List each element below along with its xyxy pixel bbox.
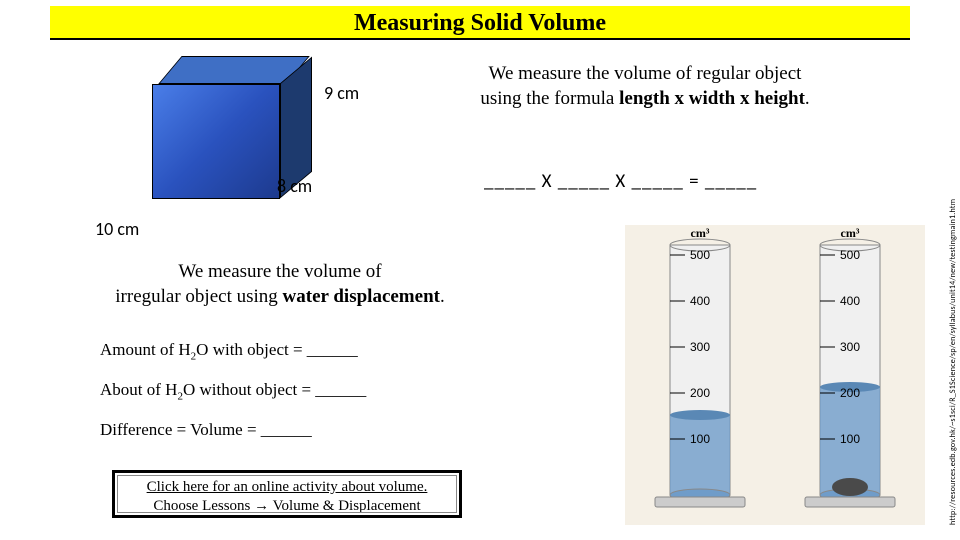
source-url: http://resources.edb.gov.hk/~s1sci/R_S1S… [948, 235, 958, 525]
cube-width-label: 10 cm [95, 218, 139, 240]
svg-text:100: 100 [690, 432, 710, 446]
measurement-with-object: Amount of H2O with object = ______ [100, 340, 358, 362]
svg-text:100: 100 [840, 432, 860, 446]
activity-link[interactable]: Click here for an online activity about … [147, 479, 428, 495]
irregular-method: water displacement [283, 286, 440, 307]
cylinder-right-unit: cm³ [841, 226, 860, 240]
link-instructions-a: Choose Lessons [153, 498, 254, 514]
svg-text:400: 400 [840, 294, 860, 308]
m1a: Amount of H [100, 340, 191, 359]
svg-text:500: 500 [690, 248, 710, 262]
irregular-volume-text: We measure the volume of irregular objec… [70, 260, 490, 309]
irregular-line1: We measure the volume of [178, 261, 381, 282]
m2a: About of H [100, 380, 177, 399]
cube-diagram [148, 56, 328, 236]
cube-front-face [152, 84, 280, 199]
regular-line2a: using the formula [480, 88, 619, 109]
regular-formula: length x width x height [619, 88, 805, 109]
cube-height-label: 9 cm [324, 82, 359, 104]
page-title: Measuring Solid Volume [50, 6, 910, 40]
arrow-icon: → [254, 497, 269, 514]
measurement-difference: Difference = Volume = ______ [100, 420, 312, 440]
svg-text:500: 500 [840, 248, 860, 262]
graduated-cylinders-figure: 500 400 300 200 100 cm³ 500 400 300 200 100 cm³ [625, 225, 925, 525]
m2b: O without object = ______ [183, 380, 366, 399]
svg-text:200: 200 [690, 386, 710, 400]
regular-line1: We measure the volume of regular object [489, 63, 802, 84]
svg-text:300: 300 [840, 340, 860, 354]
regular-volume-text: We measure the volume of regular object … [410, 62, 880, 111]
m1b: O with object = ______ [196, 340, 358, 359]
measurement-without-object: About of H2O without object = ______ [100, 380, 366, 402]
stone-icon [832, 478, 868, 496]
cube-depth-label: 8 cm [277, 175, 312, 197]
activity-link-box[interactable]: Click here for an online activity about … [112, 470, 462, 518]
svg-text:300: 300 [690, 340, 710, 354]
svg-text:400: 400 [690, 294, 710, 308]
link-instructions-b: Volume & Displacement [269, 498, 421, 514]
blank-equation: _____ X _____ X _____ = _____ [484, 170, 757, 193]
svg-text:200: 200 [840, 386, 860, 400]
irregular-line2a: irregular object using [115, 286, 282, 307]
cylinder-left-unit: cm³ [691, 226, 710, 240]
